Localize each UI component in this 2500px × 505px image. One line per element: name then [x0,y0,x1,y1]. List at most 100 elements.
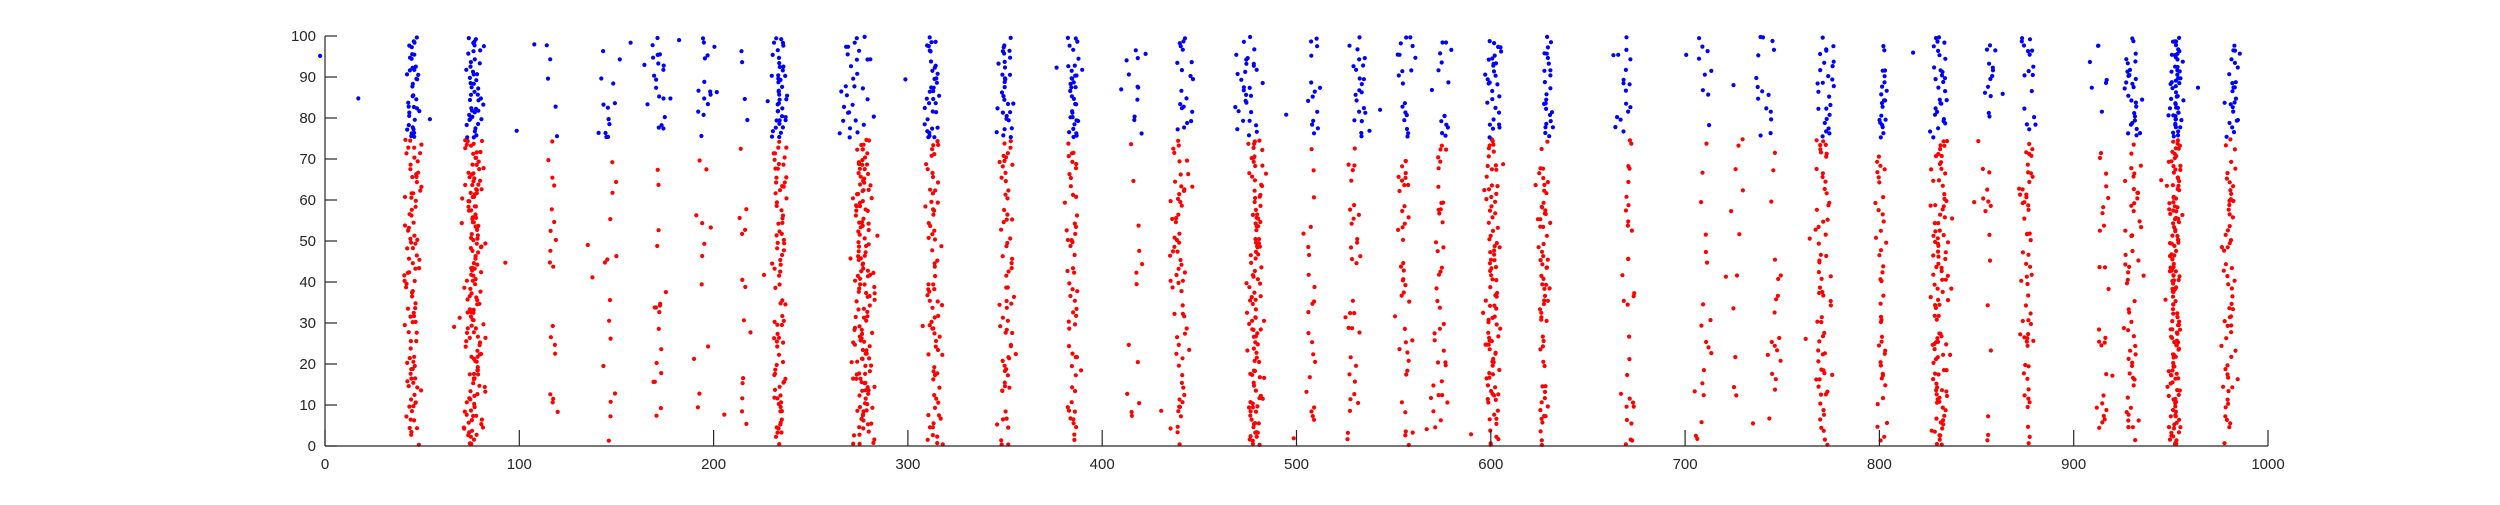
spike-dot [1541,224,1546,229]
spike-dot [1613,125,1618,130]
spike-dot [1314,36,1319,41]
spike-dot [2098,151,2104,156]
spike-dot [781,248,787,253]
spike-dot [2170,86,2175,91]
spike-dot [1177,192,1182,197]
spike-dot [853,278,858,283]
spike-dot [1403,171,1408,176]
spike-dot [2177,319,2182,324]
spike-dot [1406,182,1411,188]
spike-dot [412,418,417,423]
spike-dot [1542,363,1547,369]
spike-dot [772,387,778,392]
spike-dot [1821,408,1826,413]
spike-dot [2226,282,2231,287]
spike-dot [2173,404,2178,409]
spike-dot [1250,405,1255,410]
spike-dot [481,102,486,107]
spike-dot [655,243,660,249]
spike-dot [1937,302,1942,307]
spike-dot [608,399,613,404]
spike-dot [1932,313,1937,318]
spike-dot [1827,112,1832,117]
spike-dot [2231,184,2236,189]
spike-dot [1309,39,1314,44]
spike-dot [1261,318,1267,323]
spike-dot [2132,111,2137,116]
spike-dot [871,114,876,119]
spike-dot [1009,266,1014,271]
spike-dot [1254,129,1259,134]
spike-dot [1399,293,1404,298]
spike-dot [462,409,467,414]
spike-dot [866,187,871,192]
spike-dot [2124,80,2129,85]
spike-dot [2171,352,2176,357]
spike-dot [1399,178,1405,183]
spike-dot [1004,305,1009,310]
spike-dot [1260,163,1265,168]
spike-dot [1188,73,1193,79]
spike-dot [1003,170,1008,175]
spike-dot [413,241,418,246]
spike-dot [2025,424,2031,429]
spike-dot [774,36,779,41]
spike-dot [1882,74,1887,79]
spike-dot [777,139,782,144]
spike-dot [661,63,666,68]
spike-dot [471,310,476,315]
spike-dot [418,188,423,193]
spike-dot [1876,175,1881,180]
spike-dot [1254,355,1259,360]
spike-dot [1495,290,1500,296]
spike-dot [1550,125,1555,130]
spike-dot [2123,228,2128,233]
spike-dot [2027,179,2032,185]
spike-dot [412,145,417,150]
spike-dot [862,167,867,172]
spike-dot [773,371,778,376]
spike-dot [1179,380,1184,385]
spike-dot [1928,203,1933,208]
spike-dot [1182,392,1187,398]
spike-dot [468,397,473,402]
spike-dot [1988,94,1993,99]
spike-dot [865,314,870,319]
spike-dot [478,96,483,101]
spike-dot [1542,298,1547,303]
spike-dot [1770,371,1775,376]
spike-dot [1544,318,1549,323]
spike-dot [1254,67,1259,72]
spike-dot [1821,293,1826,298]
spike-dot [1548,68,1553,73]
spike-dot [474,72,480,77]
spike-dot [1985,303,1990,308]
spike-dot [1250,174,1255,179]
spike-dot [2131,383,2136,388]
spike-dot [1543,125,1548,130]
spike-dot [2129,151,2134,156]
spike-dot [1878,135,1883,140]
spike-dot [2225,274,2230,279]
spike-dot [2171,434,2176,439]
spike-dot [1542,286,1547,291]
spike-dot [1815,319,1820,324]
spike-dot [1402,183,1407,188]
spike-dot [469,272,474,277]
spike-dot [1168,253,1173,258]
spike-dot [479,187,484,192]
spike-dot [409,409,414,414]
spike-dot [2132,118,2137,123]
spike-dot [2130,248,2135,254]
spike-dot [934,110,939,115]
spike-dot [866,221,871,226]
spike-dot [1760,89,1765,94]
spike-dot [2102,417,2107,422]
spike-dot [2023,303,2028,308]
spike-dot [2226,389,2231,394]
spike-dot [1831,44,1836,49]
spike-dot [935,299,940,304]
spike-dot [406,145,411,150]
spike-dot [1011,294,1017,299]
spike-dot [1539,249,1545,254]
